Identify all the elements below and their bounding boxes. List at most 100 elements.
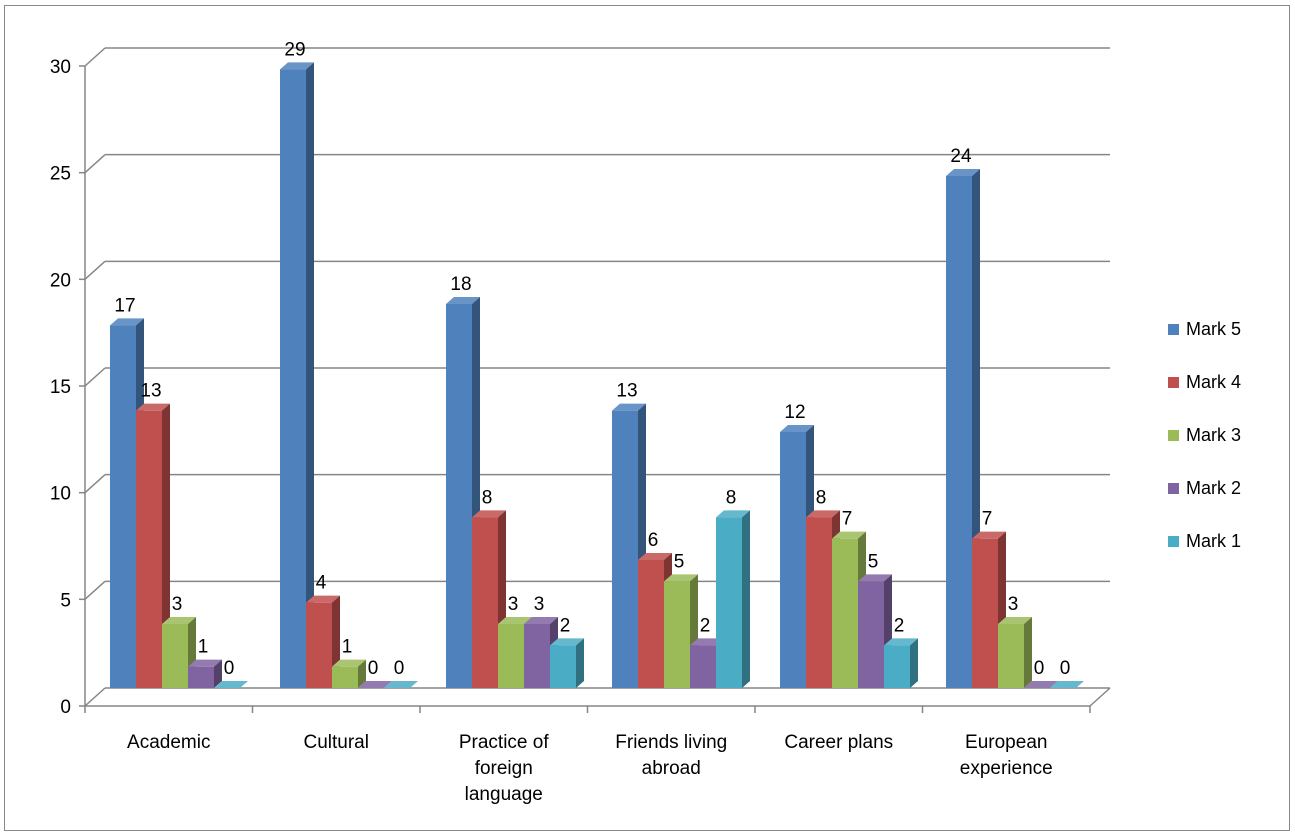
data-label: 8 [726,487,737,508]
bar-front [110,325,136,688]
floor-edge [1089,687,1111,707]
bar-front [832,538,858,688]
bar-front [858,581,884,688]
data-label: 4 [316,573,327,594]
data-label: 29 [284,39,305,60]
gridline-depth [84,154,106,174]
legend-label: Mark 2 [1186,478,1241,498]
bar-front [972,538,998,688]
y-tick-label: 20 [50,270,71,291]
data-label: 8 [816,487,827,508]
legend-label: Mark 5 [1186,319,1241,339]
data-label: 17 [114,295,135,316]
y-tick-label: 0 [60,697,71,718]
data-label: 3 [508,594,519,615]
bar-front [136,410,162,688]
bar-top [998,617,1032,624]
bar-side [214,659,222,688]
bar-front [716,517,742,688]
bar-top [946,169,980,176]
bar-front [306,602,332,688]
data-label: 5 [868,551,879,572]
bar-front [638,560,664,688]
bar-mark-1 [1050,681,1084,688]
bar-top [1024,681,1058,688]
gridline-depth [84,580,106,600]
bar-mark-1 [384,681,418,688]
data-label: 0 [1034,658,1045,679]
bar-mark-4 [972,531,1006,688]
bar-mark-3 [332,659,366,688]
y-tick-label: 10 [50,484,71,505]
y-tick-label: 15 [50,377,71,398]
bar-top [832,531,866,539]
bar-mark-5 [280,62,314,689]
legend-swatch [1168,483,1179,494]
bar-top [332,659,366,667]
bar-mark-1 [884,638,918,688]
bar-front [446,304,472,688]
bar-front [998,624,1024,688]
data-label: 3 [534,594,545,615]
data-label: 6 [648,530,659,551]
bar-front [498,624,524,688]
gridline-depth [84,474,106,494]
bar-front [188,666,214,688]
data-label: 2 [700,615,711,636]
data-label: 12 [784,402,805,423]
bar-top [638,553,672,560]
bar-side [358,659,366,688]
data-label: 3 [172,594,183,615]
bar-top [384,681,418,688]
legend-swatch [1168,536,1179,547]
bar-top [306,595,340,603]
bar-mark-1 [214,681,248,688]
data-label: 3 [1008,594,1019,615]
bar-side [910,638,918,688]
gridline-depth [84,47,106,67]
bar-top [136,403,170,411]
data-label: 7 [842,509,853,530]
bar-top [806,510,840,518]
bar-side [1024,617,1032,688]
data-label: 24 [950,146,972,167]
bar-top [188,659,222,667]
data-label: 0 [224,658,235,679]
bar-mark-2 [188,659,222,688]
data-label: 13 [616,381,637,402]
data-label: 18 [450,274,471,295]
bar-top [358,681,392,688]
category-label: Practice of foreign language [459,732,549,805]
bar-top [550,638,584,646]
bar-side [162,403,170,688]
data-label: 0 [394,658,405,679]
bar-mark-1 [550,638,584,688]
data-label: 5 [674,551,685,572]
bar-top [690,638,724,646]
bar-front [884,645,910,688]
bar-top [446,297,480,304]
bar-front [162,624,188,688]
bar-side [306,62,314,689]
bar-mark-2 [358,681,392,688]
gridline-depth [84,260,106,280]
data-label: 1 [342,637,353,658]
bar-front [806,517,832,688]
bar-front [550,645,576,688]
bar-side [576,638,584,688]
data-label: 0 [1060,658,1071,679]
chart-frame [4,5,1290,831]
legend-swatch [1168,430,1179,441]
bar-top [472,510,506,518]
y-tick-label: 5 [60,590,71,611]
bar-mark-3 [998,617,1032,688]
bar-top [214,681,248,688]
bar-front [332,666,358,688]
bar-front [946,176,972,688]
y-tick-label: 30 [50,57,71,78]
bar-top [110,318,144,326]
bar-front [690,645,716,688]
category-label: Academic [127,732,210,753]
bar-mark-1 [716,510,750,688]
